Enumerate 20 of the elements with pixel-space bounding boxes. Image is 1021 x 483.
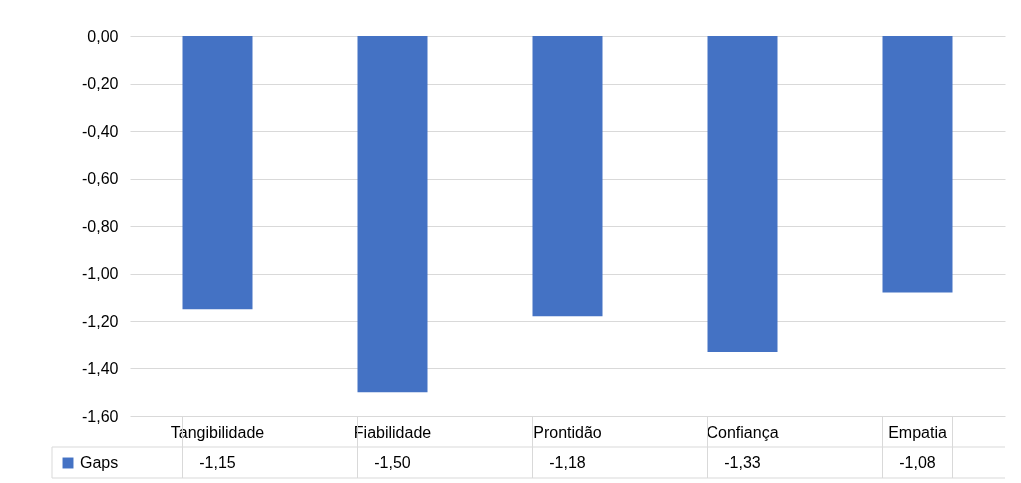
y-tick-label: -1,60 — [82, 407, 119, 425]
x-tick-label: Tangibilidade — [170, 423, 265, 441]
data-label: -1,33 — [724, 453, 761, 471]
y-tick-label: 0,00 — [87, 27, 119, 45]
x-tick-label: Fiabilidade — [353, 423, 432, 441]
data-label: -1,50 — [374, 453, 411, 471]
legend-label: Gaps — [80, 454, 119, 471]
y-tick-label: -1,40 — [82, 360, 119, 377]
data-label: -1,08 — [899, 453, 936, 471]
data-label: -1,15 — [199, 453, 236, 471]
y-tick-label: -0,60 — [82, 170, 119, 187]
y-tick-label: -0,20 — [82, 75, 119, 92]
x-tick-label: Prontidão — [533, 423, 602, 441]
x-tick-label: Confiança — [706, 423, 779, 441]
x-tick-label: Empatia — [888, 423, 947, 441]
y-tick-label: -0,40 — [82, 122, 119, 140]
y-tick-label: -1,20 — [82, 312, 119, 330]
y-tick-label: -0,80 — [82, 217, 119, 235]
y-tick-label: -1,00 — [82, 265, 119, 282]
data-label: -1,18 — [549, 453, 586, 471]
